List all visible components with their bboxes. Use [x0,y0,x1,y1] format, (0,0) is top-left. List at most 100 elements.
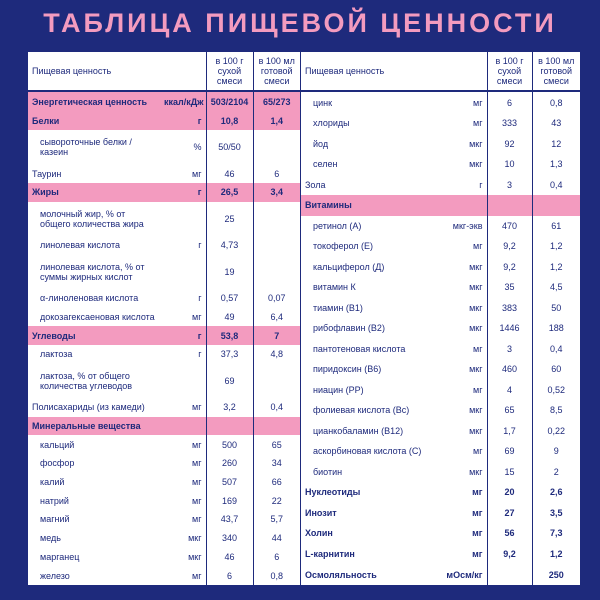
header-cell: в 100 г сухой смеси [486,52,532,92]
row-unit: мг [473,343,483,354]
value-ready: 1,2 [531,256,580,278]
row-name: лактоза, % от общего количества углеводо… [40,370,132,391]
row-name: Полисахариды (из камеди) [32,402,145,413]
row-name: L-карнитин [305,548,355,559]
row-name: фосфор [40,458,75,469]
value-ready [252,363,300,398]
value-dry: 460 [486,359,532,380]
value-dry: 25 [205,201,253,236]
value-ready: 1,2 [531,236,580,257]
table-row: марганец мкг 46 6 [28,547,300,567]
table-row: молочный жир, % от общего количества жир… [28,201,300,236]
value-ready [252,201,300,236]
value-dry: 50/50 [205,129,253,165]
row-unit: ккал/кДж [164,96,204,107]
value-dry: 43,7 [205,510,253,529]
value-ready: 61 [531,215,580,237]
value-ready: 44 [252,528,300,548]
value-dry: 10 [486,154,532,175]
row-unit: мг [192,168,202,179]
table-row: Энергетическая ценность ккал/кДж 503/2104 6… [28,91,300,112]
table-row: линолевая кислота г 4,73 [28,235,300,255]
value-dry: 56 [486,523,532,544]
header-cell: в 100 мл готовой смеси [531,52,580,92]
row-name: Энергетическая ценность [32,96,148,107]
row-unit: мг [472,487,483,498]
table-row: Осмоляльность мОсм/кг 250 [301,564,580,585]
row-name: Осмоляльность [305,569,377,580]
value-dry: 3,2 [205,397,253,417]
row-name: ниацин (РР) [313,384,364,395]
header-cell: в 100 г сухой смеси [205,52,253,92]
nutrition-table: Пищевая ценность в 100 г сухой смеси в 100… [28,52,300,585]
row-unit [160,202,206,236]
value-dry [205,416,253,436]
row-name: ретинол (А) [313,220,362,231]
value-dry: 0,57 [205,288,253,308]
row-unit: мкг [469,159,483,170]
row-name: биотин [313,466,343,477]
table-row: хлориды мг 333 43 [301,113,580,134]
value-ready: 1,2 [531,543,580,565]
value-ready: 2 [531,461,580,483]
table-row: L-карнитин мг 9,2 1,2 [301,543,580,565]
table-row: рибофлавин (В2) мкг 1446 188 [301,318,580,339]
row-unit: мкг [469,364,483,375]
row-name: пантотеновая кислота [313,343,406,354]
table-row: пиридоксин (В6) мкг 460 60 [301,359,580,380]
value-dry: 46 [205,164,253,183]
row-unit: мг [192,514,202,525]
row-unit: мкг [469,282,483,293]
row-name: Таурин [32,168,62,179]
value-dry: 19 [205,254,253,289]
value-dry: 46 [205,547,253,567]
row-unit: мкг [469,138,483,149]
table-row: кальциферол (Д) мкг 9,2 1,2 [301,256,580,278]
value-dry: 26,5 [205,182,253,202]
row-name: молочный жир, % от общего количества жир… [40,208,144,229]
value-dry: 507 [205,472,253,492]
value-ready: 43 [531,113,580,134]
row-name: пиридоксин (В6) [313,364,382,375]
value-dry: 333 [486,113,532,134]
table-row: Углеводы г 53,8 7 [28,326,300,345]
row-name: Нуклеотиды [305,487,361,498]
value-dry: 37,3 [205,344,253,364]
table-row: биотин мкг 15 2 [301,461,580,483]
table-row: Инозит мг 27 3,5 [301,502,580,524]
value-ready: 188 [531,318,580,339]
table-row: кальций мг 500 65 [28,435,300,454]
value-dry: 69 [205,363,253,398]
row-unit: г [198,240,202,251]
row-name: селен [313,159,338,170]
row-name: медь [40,533,61,544]
value-dry: 10,8 [205,111,253,130]
table-row: α-линоленовая кислота г 0,57 0,07 [28,288,300,308]
value-dry: 3 [486,338,532,360]
row-name: кальций [40,439,75,450]
table-row: цианкобаламин (В12) мкг 1,7 0,22 [301,420,580,442]
row-name: линолевая кислота [40,240,121,251]
row-unit [160,255,206,289]
value-ready: 250 [531,564,580,585]
row-unit: мг [192,495,202,506]
row-unit: мОсм/кг [446,569,483,580]
row-unit: г [197,330,202,341]
row-unit: мг [472,548,483,559]
row-name: витамин К [313,282,356,293]
row-name: цианкобаламин (В12) [313,425,404,436]
value-dry: 169 [205,491,253,510]
value-ready: 6,4 [252,307,300,327]
table-row: калий мг 507 66 [28,472,300,492]
row-unit: мкг [469,425,483,436]
row-name: фолиевая кислота (Вс) [313,405,410,416]
value-dry: 503/2104 [205,91,253,112]
value-dry: 27 [486,502,532,524]
row-unit: мкг [469,405,483,416]
value-dry: 1446 [486,318,532,339]
value-dry: 9,2 [486,236,532,257]
header-row: Пищевая ценность в 100 г сухой смеси в 100… [28,52,300,92]
row-unit: мг [472,507,483,518]
value-dry: 65 [486,400,532,421]
